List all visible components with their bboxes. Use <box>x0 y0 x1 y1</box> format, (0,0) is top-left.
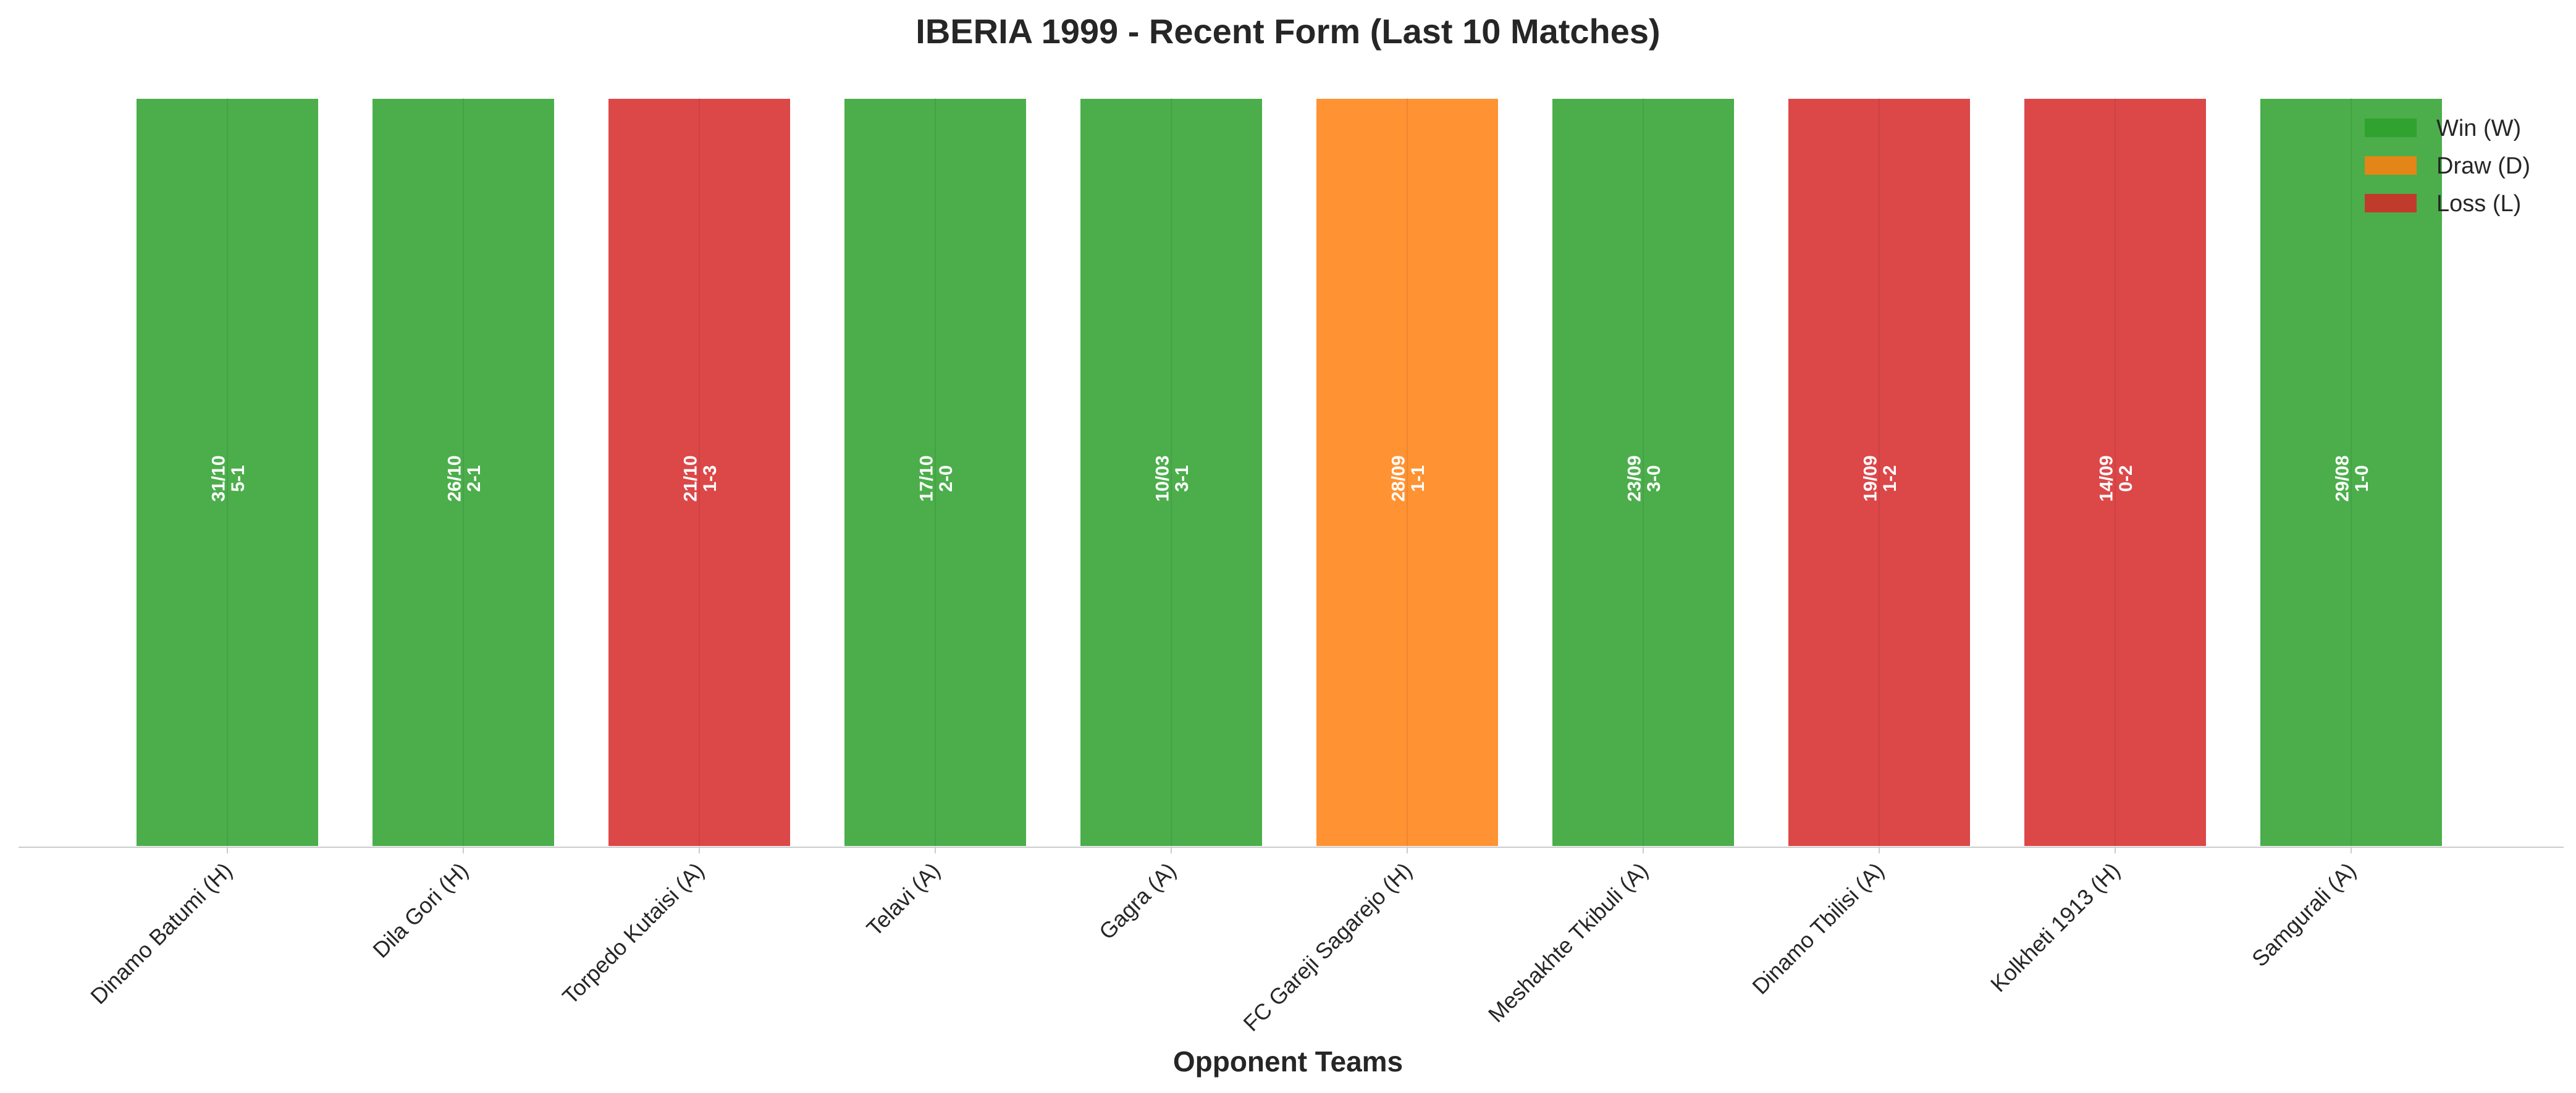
bar-date-label: 23/09 <box>1625 455 1645 501</box>
bar-data-label: 19/091-2 <box>1861 455 1901 501</box>
bar-score-label: 1-3 <box>700 465 720 492</box>
legend-label-w: Win (W) <box>2436 115 2521 141</box>
bar-data-label: 23/093-0 <box>1625 455 1665 501</box>
bar-score-label: 1-2 <box>1880 465 1900 492</box>
bar-5 <box>1078 96 1265 848</box>
x-tick-label: Gagra (A) <box>1094 858 1181 945</box>
bar-score-label: 3-1 <box>1172 465 1192 492</box>
x-axis-label: Opponent Teams <box>1173 1045 1403 1078</box>
bar-7 <box>1550 96 1736 848</box>
legend-label-d: Draw (D) <box>2436 153 2530 179</box>
bar-data-label: 14/090-2 <box>2097 455 2137 501</box>
bar-data-label: 10/033-1 <box>1153 455 1193 501</box>
bar-date-label: 29/08 <box>2333 455 2353 501</box>
bar-date-label: 10/03 <box>1153 455 1173 501</box>
bar-data-label: 28/091-1 <box>1389 455 1429 501</box>
x-tick-label: Dila Gori (H) <box>368 858 473 963</box>
bar-score-label: 2-0 <box>936 465 956 492</box>
x-tick-label: Telavi (A) <box>862 858 945 941</box>
bar-score-label: 2-1 <box>464 465 484 492</box>
bar-data-label: 29/081-0 <box>2333 455 2373 501</box>
bar-data-label: 21/101-3 <box>681 455 721 501</box>
bar-6 <box>1314 96 1501 848</box>
bar-score-label: 3-0 <box>1644 465 1664 492</box>
x-tick-label: Kolkheti 1913 (H) <box>1985 858 2125 997</box>
bar-date-label: 31/10 <box>209 455 229 501</box>
legend: Win (W) Draw (D) Loss (L) <box>2365 115 2530 217</box>
bar-data-label: 17/102-0 <box>917 455 957 501</box>
x-tick-label: Meshakhte Tkibuli (A) <box>1483 858 1653 1028</box>
bar-date-label: 17/10 <box>917 455 937 501</box>
x-tick-label: Dinamo Batumi (H) <box>85 858 237 1009</box>
bar-date-label: 28/09 <box>1389 455 1409 501</box>
bar-data-label: 31/105-1 <box>209 455 249 501</box>
bar-score-label: 1-1 <box>1408 465 1428 492</box>
bar-4 <box>842 96 1029 848</box>
x-tick-label: Dinamo Tbilisi (A) <box>1747 858 1888 999</box>
bar-score-label: 0-2 <box>2116 465 2136 492</box>
legend-swatch-l <box>2365 194 2417 212</box>
chart-title: IBERIA 1999 - Recent Form (Last 10 Match… <box>915 12 1660 51</box>
x-tick-labels: Dinamo Batumi (H) Dila Gori (H) Torpedo Ku… <box>85 847 2361 1036</box>
bar-2 <box>370 96 557 848</box>
bar-date-label: 14/09 <box>2097 455 2117 501</box>
legend-swatch-w <box>2365 119 2417 137</box>
bars-layer: 31/105-1 26/102-1 21/101-3 17/102-0 10/033-1… <box>134 96 2444 848</box>
bar-score-label: 5-1 <box>228 465 248 492</box>
bar-1 <box>134 96 321 848</box>
bar-score-label: 1-0 <box>2352 465 2372 492</box>
bar-3 <box>606 96 793 848</box>
legend-swatch-d <box>2365 156 2417 175</box>
x-tick-label: Samgurali (A) <box>2247 858 2361 972</box>
bar-data-label: 26/102-1 <box>445 455 485 501</box>
bar-date-label: 26/10 <box>445 455 465 501</box>
bar-10 <box>2258 96 2444 848</box>
bar-date-label: 21/10 <box>681 455 701 501</box>
x-tick-label: Torpedo Kutaisi (A) <box>557 858 709 1009</box>
legend-label-l: Loss (L) <box>2436 191 2521 217</box>
x-tick-label: FC Gareji Sagarejo (H) <box>1238 858 1416 1036</box>
bar-date-label: 19/09 <box>1861 455 1881 501</box>
